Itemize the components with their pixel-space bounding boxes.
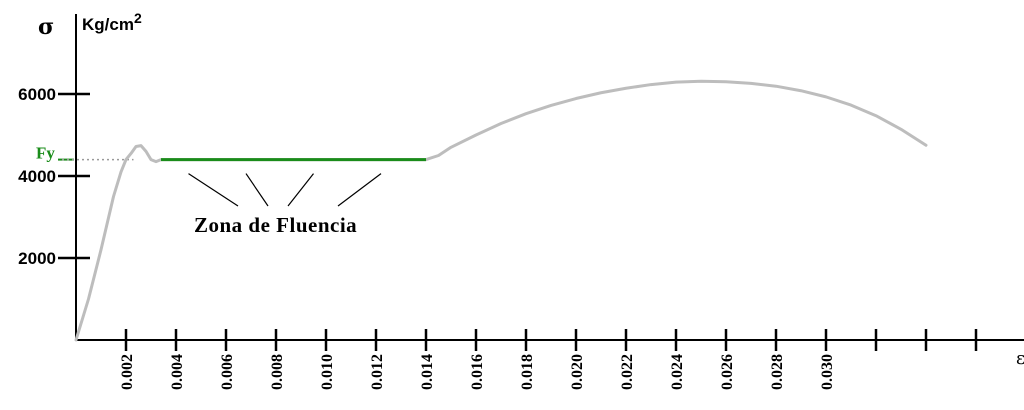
y-ticks: 2000 4000 6000: [18, 85, 90, 268]
zone-pointer-line: [337, 173, 382, 207]
stress-strain-curve: [74, 79, 928, 342]
x-tick-labels: 0.002 0.004 0.006 0.008 0.010 0.012 0.014 0.016…: [119, 354, 836, 390]
x-tick-label: 0.020: [569, 354, 586, 390]
y-tick-label: 4000: [18, 167, 56, 186]
zone-pointers: [188, 173, 382, 207]
y-tick-label: 6000: [18, 85, 56, 104]
y-axis-symbol: σ: [38, 14, 54, 40]
x-tick-label: 0.018: [519, 354, 536, 390]
x-tick-label: 0.008: [269, 354, 286, 390]
x-tick-label: 0.010: [319, 354, 336, 390]
x-tick-label: 0.002: [119, 354, 136, 390]
x-tick-label: 0.006: [219, 354, 236, 390]
fy-label: Fy: [36, 144, 55, 163]
x-tick-label: 0.024: [669, 354, 686, 390]
x-tick-label: 0.004: [169, 354, 186, 390]
x-tick-label: 0.022: [619, 354, 636, 390]
y-tick-label: 2000: [18, 249, 56, 268]
axes: [58, 14, 1024, 341]
x-tick-label: 0.026: [719, 354, 736, 390]
x-tick-label: 0.028: [769, 354, 786, 390]
x-axis-symbol: ε: [1016, 348, 1024, 369]
x-ticks: [124, 329, 978, 351]
zone-pointer-line: [245, 173, 269, 207]
zone-annotation: Zona de Fluencia: [194, 213, 357, 237]
zone-pointer-line: [287, 173, 314, 207]
zone-pointer-line: [188, 173, 239, 207]
x-tick-label: 0.014: [419, 354, 436, 390]
x-tick-label: 0.016: [469, 354, 486, 390]
x-tick-label: 0.030: [819, 354, 836, 390]
y-axis-unit: Kg/cm2: [82, 10, 142, 34]
x-tick-label: 0.012: [369, 354, 386, 390]
